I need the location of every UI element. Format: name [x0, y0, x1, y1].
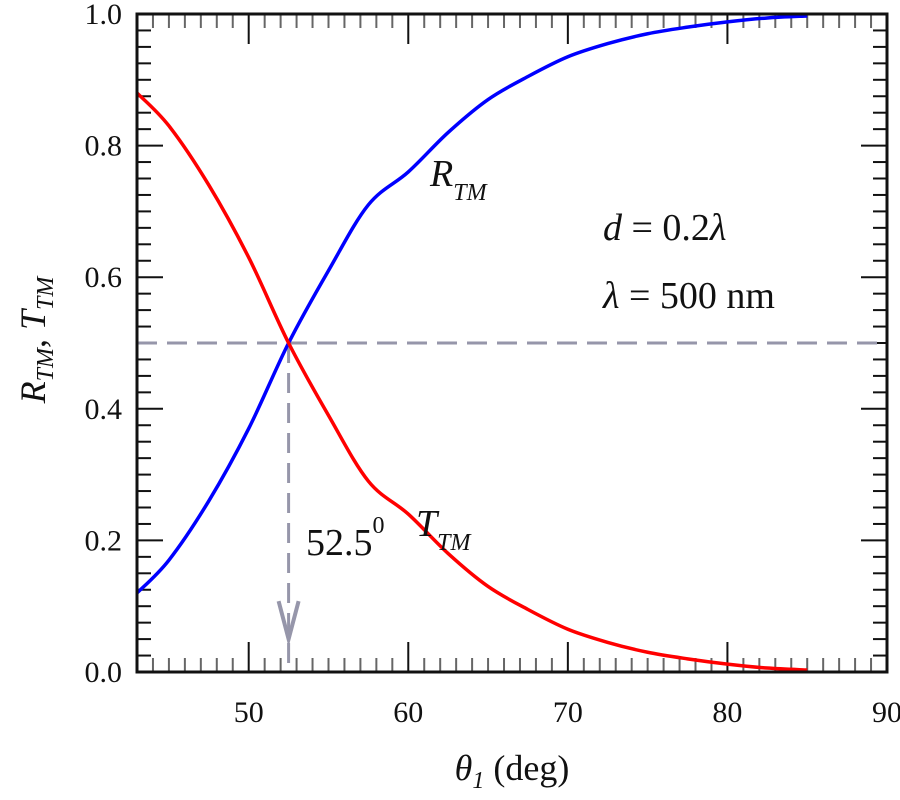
y-tick-label: 0.0 — [85, 656, 123, 689]
x-tick-labels: 50 60 70 80 90 — [234, 696, 900, 729]
y-axis-title: RTM, TTM — [13, 275, 59, 405]
x-tick-label: 60 — [393, 696, 423, 729]
plot-frame — [135, 12, 889, 674]
y-tick-label: 0.2 — [85, 524, 123, 557]
angle-label: 52.50 — [306, 513, 385, 564]
series-lines — [135, 14, 808, 672]
y-tick-label: 0.4 — [85, 393, 123, 426]
r-tm-label: RTM — [429, 153, 489, 206]
y-tick-label: 0.8 — [85, 130, 123, 163]
series-line-r-tm — [135, 14, 808, 595]
y-tick-label: 1.0 — [85, 0, 123, 31]
x-tick-label: 80 — [712, 696, 742, 729]
x-tick-label: 90 — [872, 696, 900, 729]
thickness-label: d = 0.2λ — [603, 207, 726, 249]
y-tick-label: 0.6 — [85, 261, 123, 294]
t-tm-label: TTM — [416, 503, 472, 556]
y-tick-labels: 0.0 0.2 0.4 0.6 0.8 1.0 — [85, 0, 123, 689]
x-tick-label: 70 — [553, 696, 583, 729]
x-tick-label: 50 — [234, 696, 264, 729]
reference-lines — [137, 341, 887, 672]
series-line-t-tm — [135, 91, 808, 672]
down-arrow-icon — [276, 600, 301, 647]
x-axis-title: θ1 (deg) — [455, 748, 570, 794]
wavelength-label: λ = 500 nm — [602, 275, 775, 317]
